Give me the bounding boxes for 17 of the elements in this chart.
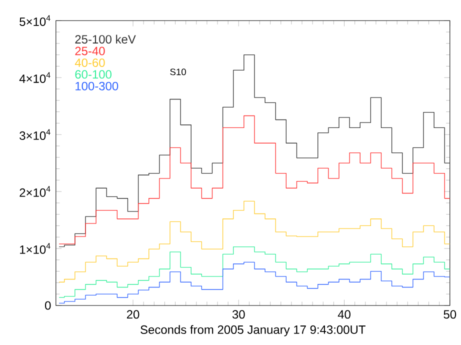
text: 25-40 <box>75 46 105 56</box>
text: 60-100 <box>75 70 112 78</box>
text: 25-100 keV <box>75 34 136 44</box>
annotation: S10 <box>170 68 186 75</box>
x-tick-label: 20 <box>126 310 140 318</box>
y-tick-label: 2×10$^{4}$ <box>20 186 50 197</box>
x-tick-label: 50 <box>444 310 456 318</box>
y-tick-label: 4×10$^{4}$ <box>19 72 50 83</box>
y-tick-label: 0 <box>45 301 51 310</box>
text: 40-60 <box>74 58 105 67</box>
text: 100-300 <box>76 82 118 90</box>
y-tick-label: 3×10$^{4}$ <box>20 129 50 140</box>
x-tick-label: 30 <box>232 310 245 318</box>
x-tick-label: 40 <box>338 310 350 318</box>
x-axis-title: Seconds from 2005 January 17 9:43:00UT <box>140 324 366 336</box>
y-tick-label: 5×10$^{4}$ <box>20 15 50 26</box>
y-tick-label: 1×10$^{4}$ <box>20 242 50 254</box>
